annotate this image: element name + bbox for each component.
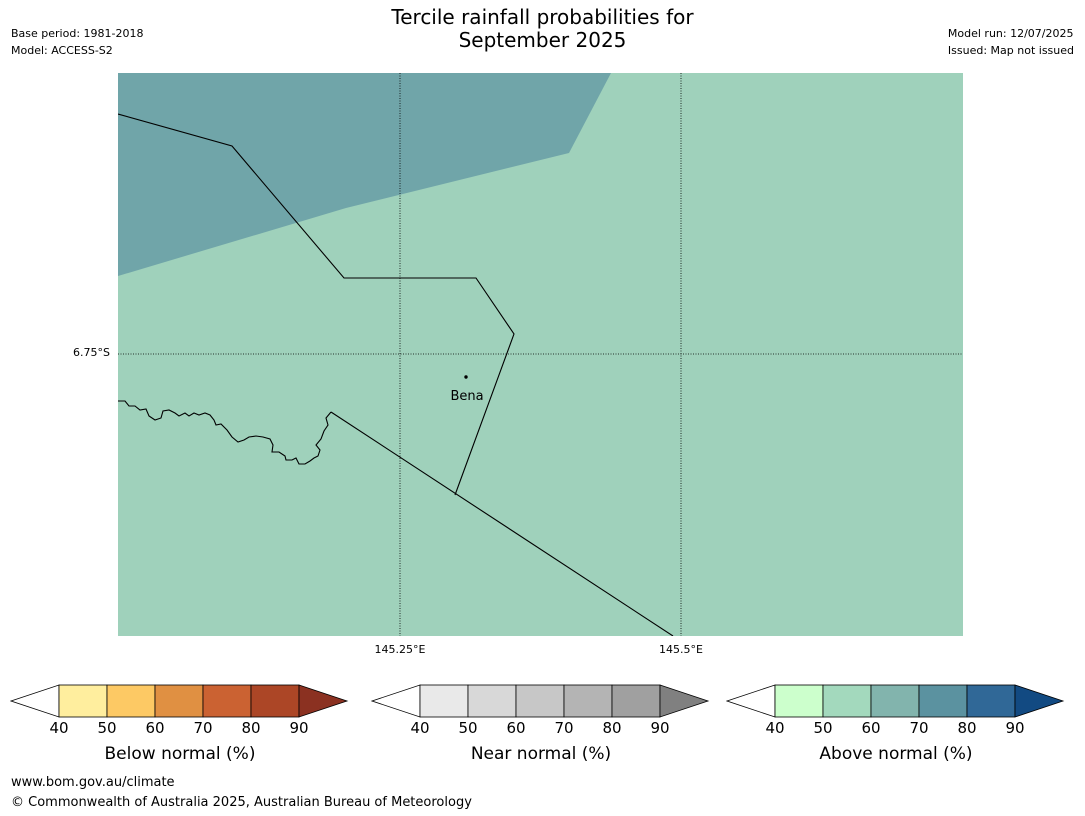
below-tick-label: 90 xyxy=(289,719,309,737)
below-tick-label: 70 xyxy=(193,719,213,737)
above-tick-label: 40 xyxy=(765,719,785,737)
meta-left: Base period: 1981-2018 Model: ACCESS-S2 xyxy=(11,25,143,59)
near-swatch xyxy=(419,684,469,718)
near-normal-70-region xyxy=(118,73,611,276)
below-swatch xyxy=(154,684,204,718)
near-swatch xyxy=(563,684,613,718)
near-swatch xyxy=(515,684,565,718)
near-normal-label: Near normal (%) xyxy=(470,744,612,764)
above-tick-label: 80 xyxy=(957,719,977,737)
near-swatch xyxy=(611,684,661,718)
near-under-triangle xyxy=(371,684,421,718)
lat-label: 6.75°S xyxy=(73,346,110,359)
colorbar-above-normal xyxy=(726,684,1065,718)
lon-label-145-5: 145.5°E xyxy=(659,643,703,656)
map-title: Tercile rainfall probabilities for Septe… xyxy=(0,6,1085,52)
below-swatch xyxy=(202,684,252,718)
near-tick-label: 80 xyxy=(602,719,622,737)
footer-url: www.bom.gov.au/climate xyxy=(11,775,175,790)
above-tick-label: 50 xyxy=(813,719,833,737)
colorbar-below-normal xyxy=(10,684,349,718)
title-line-1: Tercile rainfall probabilities for xyxy=(391,5,694,29)
bena-marker xyxy=(464,375,468,379)
district-boundary xyxy=(118,113,515,496)
near-swatches xyxy=(419,684,661,718)
river-line xyxy=(118,400,332,465)
above-tick-label: 60 xyxy=(861,719,881,737)
near-tick-label: 40 xyxy=(410,719,430,737)
above-swatches xyxy=(774,684,1016,718)
province-boundary xyxy=(330,411,674,636)
title-line-2: September 2025 xyxy=(458,28,627,52)
below-over-triangle xyxy=(298,684,349,718)
above-swatch xyxy=(774,684,824,718)
base-period-text: Base period: 1981-2018 xyxy=(11,27,144,40)
lon-label-145-25: 145.25°E xyxy=(374,643,426,656)
below-normal-label: Below normal (%) xyxy=(104,744,256,764)
above-swatch xyxy=(918,684,968,718)
meta-right: Model run: 12/07/2025 Issued: Map not is… xyxy=(948,25,1074,59)
above-tick-label: 90 xyxy=(1005,719,1025,737)
map-canvas: Bena xyxy=(118,73,963,636)
below-tick-label: 40 xyxy=(49,719,69,737)
above-over-triangle xyxy=(1014,684,1065,718)
below-tick-label: 60 xyxy=(145,719,165,737)
above-under-triangle xyxy=(726,684,776,718)
above-tick-label: 70 xyxy=(909,719,929,737)
near-swatch xyxy=(467,684,517,718)
model-run-text: Model run: 12/07/2025 xyxy=(947,27,1074,40)
below-tick-label: 80 xyxy=(241,719,261,737)
below-swatch xyxy=(106,684,156,718)
above-normal-label: Above normal (%) xyxy=(819,744,973,764)
near-over-triangle xyxy=(659,684,710,718)
near-tick-label: 60 xyxy=(506,719,526,737)
footer-copyright: © Commonwealth of Australia 2025, Austra… xyxy=(11,795,472,810)
below-swatches xyxy=(58,684,300,718)
above-swatch xyxy=(822,684,872,718)
near-tick-label: 90 xyxy=(650,719,670,737)
bena-label: Bena xyxy=(450,389,483,404)
below-swatch xyxy=(58,684,108,718)
above-swatch xyxy=(966,684,1016,718)
near-tick-label: 70 xyxy=(554,719,574,737)
colorbar-near-normal xyxy=(371,684,710,718)
below-swatch xyxy=(250,684,300,718)
below-tick-label: 50 xyxy=(97,719,117,737)
model-text: Model: ACCESS-S2 xyxy=(11,44,113,57)
near-tick-label: 50 xyxy=(458,719,478,737)
below-under-triangle xyxy=(10,684,60,718)
issued-text: Issued: Map not issued xyxy=(947,44,1074,57)
above-swatch xyxy=(870,684,920,718)
